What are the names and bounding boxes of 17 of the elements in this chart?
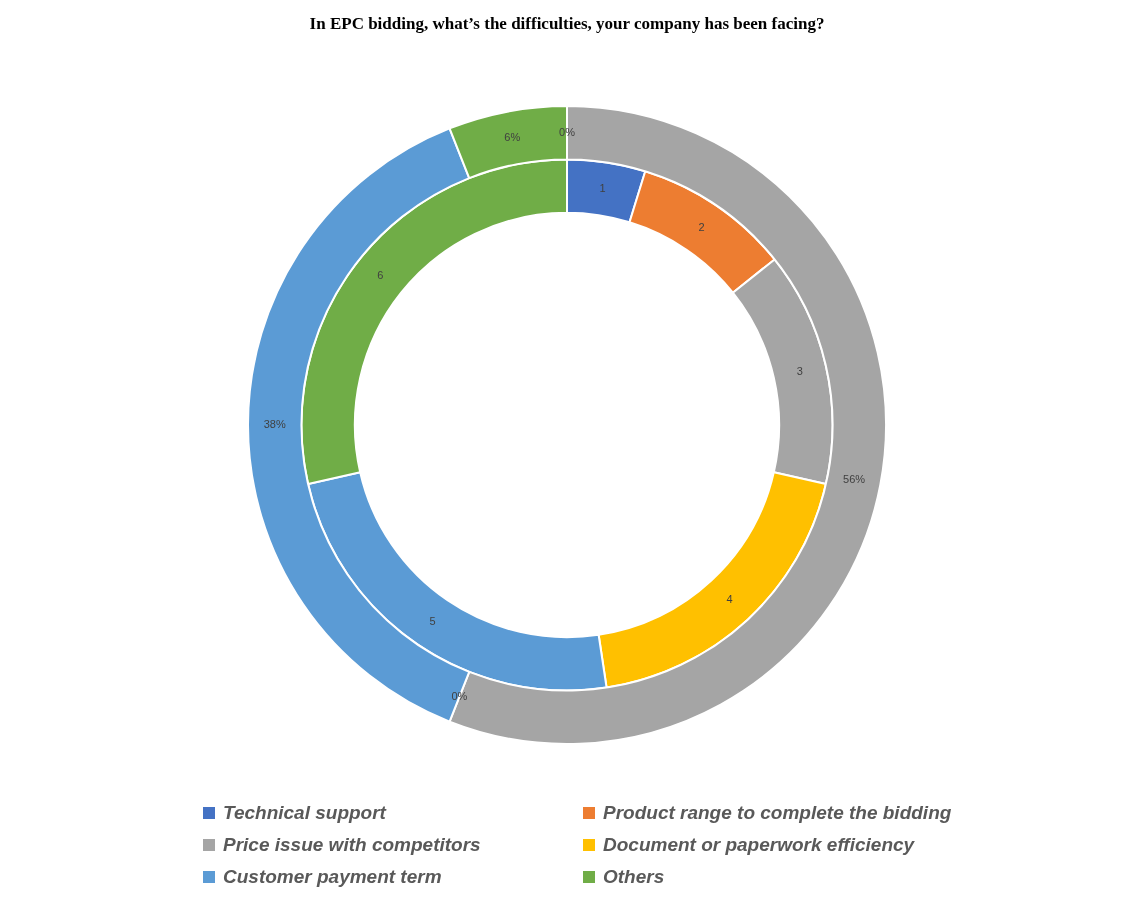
data-label: 5 — [429, 615, 436, 628]
data-label: 2 — [698, 220, 705, 233]
data-label: 56% — [843, 472, 866, 485]
legend-label: Product range to complete the bidding — [603, 802, 952, 824]
legend-label: Price issue with competitors — [223, 834, 481, 856]
data-label: 6 — [377, 269, 384, 282]
data-label: 4 — [726, 593, 733, 606]
chart-title: In EPC bidding, what’s the difficulties, your company has been facing? — [308, 13, 826, 35]
text: 0% — [559, 125, 575, 138]
legend-label: Others — [603, 866, 665, 888]
data-label: 6% — [504, 130, 521, 143]
legend-label: Customer payment term — [223, 866, 442, 888]
legend-label: Document or paperwork efficiency — [603, 834, 915, 856]
data-label: 38% — [263, 418, 286, 431]
legend-label: Technical support — [223, 802, 386, 824]
data-label: 1 — [599, 181, 606, 194]
data-label: 3 — [796, 364, 803, 377]
